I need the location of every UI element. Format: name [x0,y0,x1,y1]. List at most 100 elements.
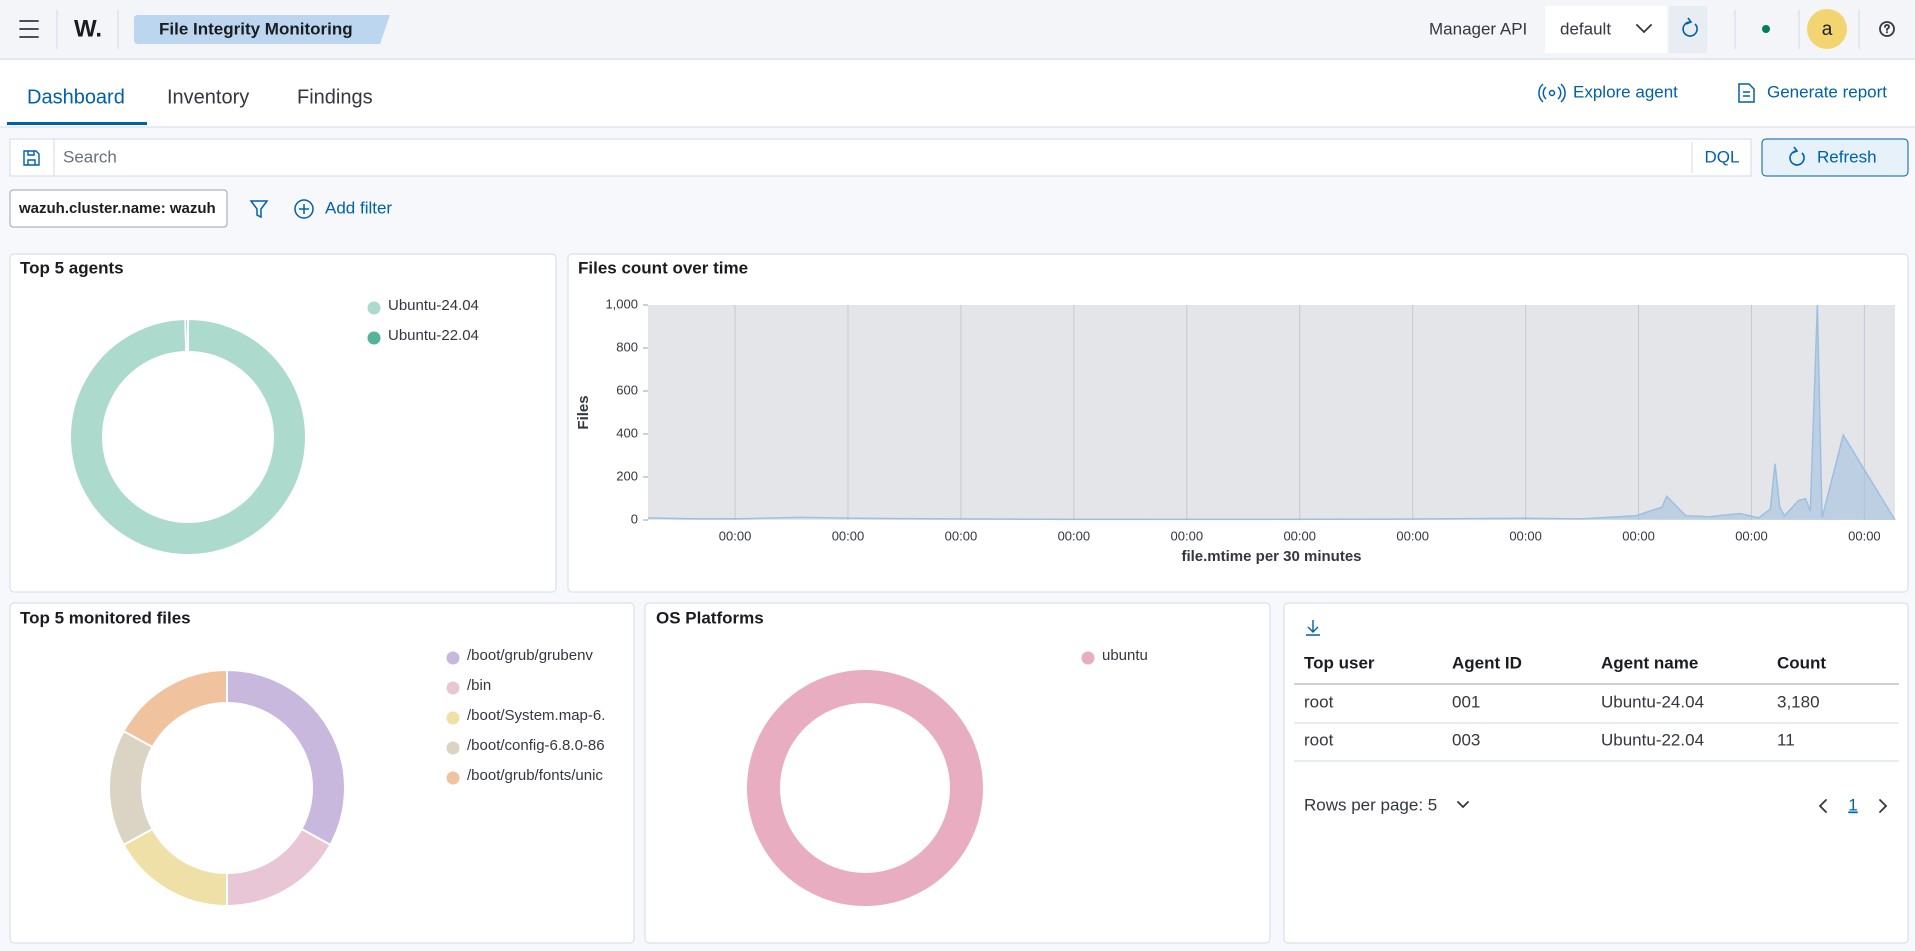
plot-background [648,305,1895,520]
y-axis-title: Files [575,395,592,429]
tab[interactable]: Inventory [167,86,249,108]
panel-title: Files count over time [578,258,748,277]
x-tick-label: 00:00 [832,528,865,543]
x-tick-label: 00:00 [1509,528,1542,543]
legend-label: Ubuntu-24.04 [388,297,479,314]
download-icon[interactable] [1306,620,1320,636]
pie-slice [69,317,307,556]
next-page[interactable] [1879,799,1888,813]
legend-swatch [446,711,460,725]
report-icon [1738,83,1755,103]
legend-swatch [367,301,381,315]
table-cell: root [1304,730,1334,749]
legend-label: /boot/System.map-6. [467,707,605,724]
api-refresh[interactable] [1669,6,1707,53]
tab-underline [7,122,147,125]
x-tick-label: 00:00 [1622,528,1655,543]
menu-button[interactable] [19,20,39,38]
legend-swatch [1081,651,1095,665]
area-line [647,304,1896,521]
table-cell: 3,180 [1777,692,1820,711]
refresh-button[interactable] [1761,138,1909,177]
legend-label: /bin [467,677,491,694]
add-filter[interactable]: Add filter [325,198,392,217]
tab[interactable]: Findings [297,86,373,108]
y-tick-label: 0 [631,511,638,526]
add-icon [294,199,314,219]
table-header[interactable]: Count [1777,653,1826,672]
x-tick-label: 00:00 [1396,528,1429,543]
menu-icon [19,20,39,38]
save-query-icon[interactable] [23,150,40,166]
y-tick-label: 800 [616,339,638,354]
x-axis-title: file.mtime per 30 minutes [1181,548,1361,565]
api-label: Manager API [1429,19,1527,38]
legend-label: /boot/config-6.8.0-86 [467,737,605,754]
tab[interactable]: Dashboard [27,86,125,108]
legend-label: ubuntu [1102,647,1148,664]
legend-swatch [367,331,381,345]
avatar-initial: a [1822,19,1833,40]
refresh-icon [1682,17,1698,37]
pie-slice [226,668,346,847]
table-cell: root [1304,692,1334,711]
x-tick-label: 00:00 [1848,528,1881,543]
legend-swatch [446,681,460,695]
search-placeholder: Search [63,147,117,166]
legend-swatch [446,651,460,665]
y-tick-label: 200 [616,468,638,483]
prev-page[interactable] [1818,799,1827,813]
explore-icon [1538,83,1566,103]
y-tick-label: 600 [616,382,638,397]
app-title: File Integrity Monitoring [159,19,353,38]
table-header[interactable]: Agent ID [1452,653,1522,672]
x-tick-label: 00:00 [1283,528,1316,543]
x-tick-label: 00:00 [945,528,978,543]
panel [1283,602,1909,944]
table-cell: 001 [1452,692,1480,711]
table-cell: Ubuntu-22.04 [1601,730,1704,749]
legend-label: /boot/grub/grubenv [467,647,593,664]
pie-slice [122,668,228,749]
filter-icon[interactable] [249,200,269,219]
refresh-label: Refresh [1817,147,1877,166]
x-tick-label: 00:00 [719,528,752,543]
legend-label: Ubuntu-22.04 [388,327,479,344]
search-bar[interactable] [9,138,1752,177]
table-cell: Ubuntu-24.04 [1601,692,1704,711]
rows-per-page[interactable]: Rows per page: 5 [1304,795,1437,814]
table-header[interactable]: Top user [1304,653,1375,672]
explore-agent[interactable]: Explore agent [1573,82,1678,101]
help-icon [1879,21,1895,37]
app-title-pill[interactable] [134,15,390,44]
legend-label: /boot/grub/fonts/unic [467,767,603,784]
table-cell: 11 [1777,730,1795,749]
query-language[interactable]: DQL [1705,147,1740,166]
pie-slice [747,670,983,906]
tab-bar [0,60,1915,127]
refresh-icon [1789,146,1805,166]
chevron [1636,24,1652,34]
table-header[interactable]: Agent name [1601,653,1698,672]
help-icon [1884,24,1890,34]
panel-title: Top 5 monitored files [20,608,191,627]
y-tick-label: 1,000 [605,296,638,311]
help-button[interactable] [1879,21,1895,37]
panel-title: Top 5 agents [20,258,124,277]
page-number[interactable]: 1 [1848,795,1857,814]
generate-report[interactable]: Generate report [1767,82,1887,101]
api-select-value: default [1560,19,1611,38]
panel-title: OS Platforms [656,608,764,627]
filter-pill-label: wazuh.cluster.name: wazuh [18,200,216,217]
chevron[interactable] [1457,801,1469,809]
pie-slice [184,317,189,354]
legend-swatch [446,741,460,755]
avatar[interactable] [1807,9,1847,49]
status-dot [1762,25,1770,33]
legend-swatch [446,771,460,785]
add-icon [299,204,309,214]
x-tick-label: 00:00 [1171,528,1204,543]
filter-pill[interactable] [9,189,228,228]
logo[interactable]: W. [74,15,102,42]
